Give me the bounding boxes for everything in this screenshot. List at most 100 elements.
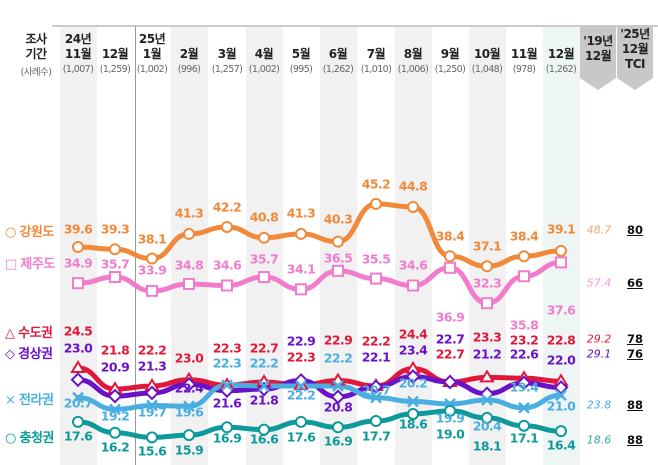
- data-label: 32.3: [472, 275, 502, 291]
- circle-marker: [258, 423, 270, 436]
- data-label: 19.7: [137, 404, 167, 420]
- data-label: 20.2: [398, 375, 428, 391]
- square-marker: [444, 261, 456, 274]
- x-legend-icon: ×: [5, 393, 20, 408]
- column-month: 3월: [217, 47, 237, 61]
- circle-marker: [407, 408, 419, 421]
- year-divider: [135, 26, 136, 465]
- series-line-전라권: [75, 382, 564, 412]
- diamond-marker: [144, 385, 160, 401]
- data-label: 36.9: [435, 309, 465, 325]
- square-marker: [295, 283, 307, 296]
- circle-marker: [407, 200, 419, 213]
- data-label: 22.7: [249, 340, 279, 356]
- legend-label: 수도권: [18, 326, 53, 341]
- sample-label: (사례수): [20, 67, 52, 78]
- data-label: 22.6: [509, 346, 539, 362]
- column-shade: [171, 26, 208, 465]
- data-label: 23.4: [398, 342, 428, 358]
- square-marker: [555, 256, 567, 269]
- data-label: 20.7: [63, 395, 93, 411]
- data-label: 36.5: [323, 250, 353, 266]
- data-label: 41.3: [286, 205, 316, 221]
- circle-marker: [72, 415, 84, 428]
- data-label: 22.7: [435, 346, 465, 362]
- square-marker: [481, 297, 493, 310]
- legend-item: × 전라권: [5, 389, 54, 408]
- data-label: 22.2: [286, 387, 316, 403]
- ref-2019-value: 18.6: [586, 433, 612, 447]
- tci-value: 78: [626, 332, 644, 346]
- sample-size: (1,007): [62, 64, 94, 75]
- column-month: 11월: [64, 47, 92, 61]
- data-label: 21.8: [249, 392, 279, 408]
- ref-2019-ribbon: [580, 26, 616, 90]
- data-label: 21.8: [100, 342, 130, 358]
- tci-value: 80: [626, 223, 644, 237]
- triangle-marker: [479, 369, 495, 383]
- data-label: 22.0: [546, 352, 576, 368]
- period-label: 조사 기간: [18, 32, 54, 62]
- circle-marker: [72, 241, 84, 253]
- column-month: 6월: [328, 47, 348, 61]
- data-label: 21.2: [472, 346, 502, 362]
- data-label: 15.6: [137, 443, 167, 459]
- data-label: 37.6: [546, 302, 576, 318]
- data-label: 39.1: [546, 221, 576, 237]
- circle-marker: [295, 415, 307, 428]
- data-label: 16.9: [212, 430, 242, 446]
- circle-marker: [518, 250, 530, 263]
- sample-size: (1,006): [397, 64, 429, 75]
- diamond-marker: [70, 372, 86, 388]
- diamond-marker: [553, 380, 569, 395]
- data-label: 17.7: [361, 428, 391, 444]
- data-label: 22.3: [286, 349, 316, 365]
- data-label: 24.5: [63, 323, 93, 339]
- data-label: 34.6: [212, 257, 242, 273]
- column-shade: [395, 26, 432, 465]
- triangle-legend-icon: △: [5, 326, 19, 341]
- tci-value: 66: [626, 276, 644, 290]
- sample-size: (1,002): [136, 64, 168, 75]
- data-label: 34.9: [63, 255, 93, 271]
- data-label: 18.6: [398, 416, 428, 432]
- data-label: 20.4: [472, 418, 502, 434]
- tci-year: '25년: [620, 27, 650, 41]
- sample-size: (1,048): [471, 64, 503, 75]
- square-legend-icon: □: [5, 257, 21, 272]
- data-label: 22.9: [286, 333, 316, 349]
- diamond-marker: [368, 379, 384, 395]
- x-marker: [332, 380, 344, 392]
- diamond-marker: [107, 388, 123, 404]
- circle-marker: [109, 426, 121, 439]
- ref-2019-header: '19년 12월: [580, 34, 616, 64]
- data-label: 23.0: [174, 350, 204, 366]
- column-header: 25년 1월: [132, 32, 172, 62]
- x-marker: [295, 380, 307, 392]
- x-marker: [258, 380, 270, 392]
- column-header: 5월: [281, 32, 321, 62]
- data-label: 17.1: [509, 430, 539, 446]
- column-header: 3월: [207, 32, 247, 62]
- column-month: 8월: [403, 47, 423, 61]
- circle-marker: [109, 243, 121, 256]
- period-label-line2: 기간: [25, 47, 47, 61]
- sample-size: (1,002): [248, 64, 280, 75]
- x-marker: [183, 400, 195, 413]
- circle-marker: [444, 250, 456, 263]
- data-label: 22.2: [137, 342, 167, 358]
- column-month: 7월: [366, 47, 386, 61]
- data-label: 39.6: [63, 221, 93, 237]
- circle-marker: [481, 411, 493, 424]
- square-marker: [72, 277, 84, 290]
- data-label: 20.9: [100, 359, 130, 375]
- circle-marker: [146, 431, 158, 444]
- ref-2019-value: 48.7: [586, 223, 612, 237]
- legend-label: 제주도: [20, 257, 55, 272]
- x-marker: [481, 394, 493, 406]
- x-marker: [518, 401, 530, 414]
- circle-marker: [221, 220, 233, 233]
- circle-marker: [370, 415, 382, 428]
- tci-value: 88: [626, 398, 644, 412]
- data-label: 21.3: [137, 358, 167, 374]
